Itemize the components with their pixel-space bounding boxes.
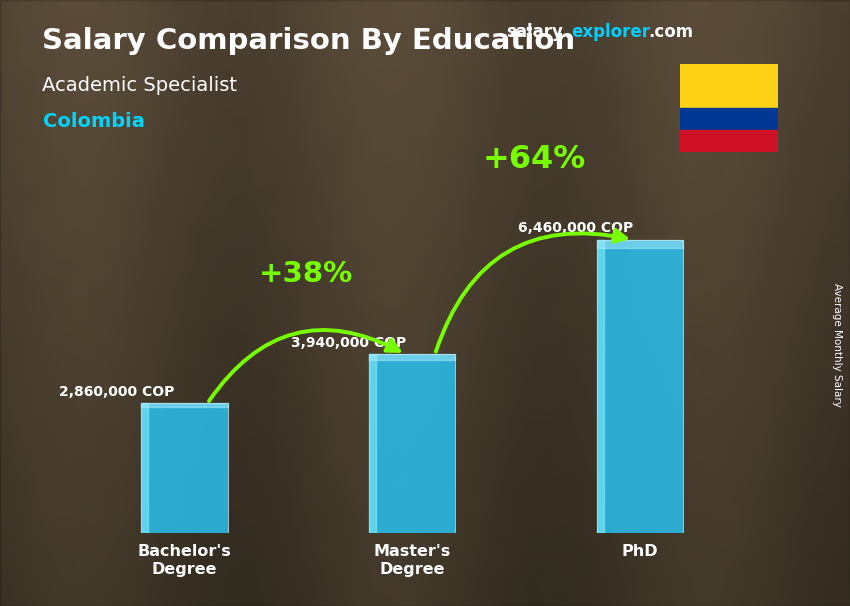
FancyArrowPatch shape	[209, 330, 400, 401]
Text: +38%: +38%	[259, 260, 354, 288]
Bar	[141, 404, 228, 407]
Bar	[597, 239, 683, 533]
Text: Salary Comparison By Education: Salary Comparison By Education	[42, 27, 575, 55]
Text: 6,460,000 COP: 6,460,000 COP	[518, 221, 634, 235]
Bar	[141, 404, 228, 533]
Text: +64%: +64%	[483, 144, 586, 175]
Bar	[369, 354, 376, 533]
Text: Colombia: Colombia	[42, 112, 144, 131]
Bar	[369, 354, 456, 533]
Bar	[680, 108, 778, 130]
Text: 2,860,000 COP: 2,860,000 COP	[59, 385, 174, 399]
Text: salary: salary	[506, 23, 563, 41]
Bar	[141, 404, 149, 533]
Bar	[369, 354, 456, 359]
Text: 3,940,000 COP: 3,940,000 COP	[291, 336, 406, 350]
Bar	[680, 130, 778, 152]
Text: .com: .com	[649, 23, 694, 41]
Text: Average Monthly Salary: Average Monthly Salary	[832, 284, 842, 407]
Bar	[680, 64, 778, 108]
Text: explorer: explorer	[571, 23, 650, 41]
FancyArrowPatch shape	[436, 230, 626, 351]
Bar	[597, 240, 683, 248]
Bar	[597, 239, 603, 533]
Text: Academic Specialist: Academic Specialist	[42, 76, 237, 95]
